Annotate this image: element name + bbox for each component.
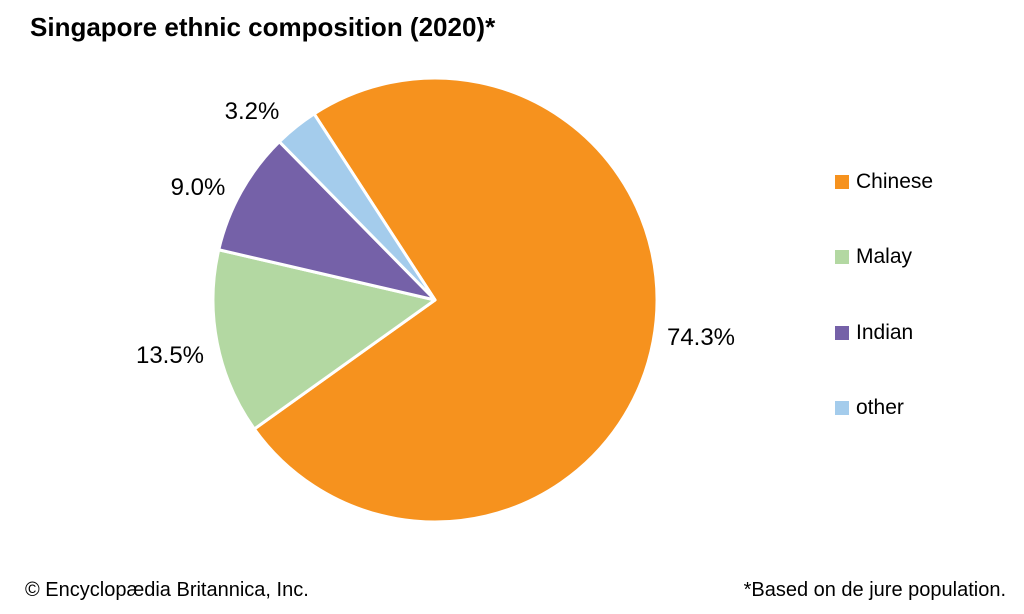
footnote: *Based on de jure population. [743,579,1006,601]
pie-slice-malay [211,248,437,431]
pie-slice-indian [217,140,437,302]
slice-value-label-other: 3.2% [224,98,280,125]
pie-slice-chinese [252,76,659,524]
slice-value-label-indian: 9.0% [170,174,226,201]
copyright-note: © Encyclopædia Britannica, Inc. [25,579,309,601]
chart-title: Singapore ethnic composition (2020)* [30,12,496,42]
slice-value-label-chinese: 74.3% [666,324,736,351]
pie-slice-other [277,112,437,302]
slice-value-label-malay: 13.5% [135,342,205,369]
